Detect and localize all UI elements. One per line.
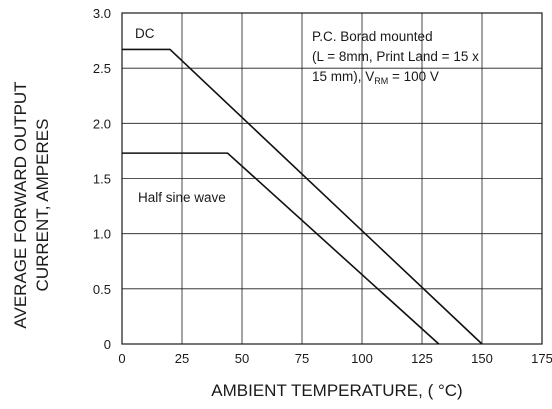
series-line-dc bbox=[122, 48, 483, 345]
y-tick-label: 3.0 bbox=[93, 6, 111, 21]
x-axis-title: AMBIENT TEMPERATURE, ( °C) bbox=[211, 381, 462, 400]
annotation-box-text: P.C. Borad mounted (L = 8mm, Print Land … bbox=[312, 29, 479, 86]
grid-lines bbox=[122, 13, 542, 344]
series-lines bbox=[122, 48, 483, 345]
annotation-line-3: 15 mm), VRM = 100 V bbox=[312, 69, 439, 86]
annotation-line-3-prefix: 15 mm), V bbox=[312, 69, 374, 84]
x-tick-label: 25 bbox=[175, 351, 189, 366]
y-axis-title-line-1: AVERAGE FORWARD OUTPUT bbox=[11, 81, 30, 328]
series-line-half-sine-wave bbox=[122, 152, 440, 345]
y-axis-title-line-2: CURRENT, AMPERES bbox=[33, 119, 52, 292]
annotation-line-1: P.C. Borad mounted bbox=[312, 29, 433, 44]
annotation-line-2: (L = 8mm, Print Land = 15 x bbox=[312, 49, 479, 64]
y-tick-label: 0 bbox=[104, 337, 111, 352]
y-tick-label: 0.5 bbox=[93, 282, 111, 297]
series-label-dc: DC bbox=[135, 26, 155, 41]
x-tick-label: 75 bbox=[295, 351, 309, 366]
y-tick-label: 2.0 bbox=[93, 116, 111, 131]
y-tick-label: 2.5 bbox=[93, 61, 111, 76]
x-tick-label: 0 bbox=[118, 351, 125, 366]
y-tick-label: 1.0 bbox=[93, 227, 111, 242]
annotation-line-3-subscript: RM bbox=[374, 76, 388, 86]
x-tick-label: 50 bbox=[235, 351, 249, 366]
x-tick-label: 175 bbox=[531, 351, 552, 366]
series-label-half-sine: Half sine wave bbox=[138, 190, 226, 205]
x-tick-labels: 0 25 50 75 100 125 150 175 bbox=[118, 351, 552, 366]
annotation-line-3-suffix: = 100 V bbox=[388, 69, 439, 84]
y-tick-label: 1.5 bbox=[93, 172, 111, 187]
x-tick-label: 100 bbox=[351, 351, 373, 366]
plot-area-frame bbox=[121, 12, 543, 345]
y-tick-labels: 0 0.5 1.0 1.5 2.0 2.5 3.0 bbox=[93, 6, 111, 352]
x-tick-label: 150 bbox=[471, 351, 493, 366]
x-tick-label: 125 bbox=[411, 351, 433, 366]
